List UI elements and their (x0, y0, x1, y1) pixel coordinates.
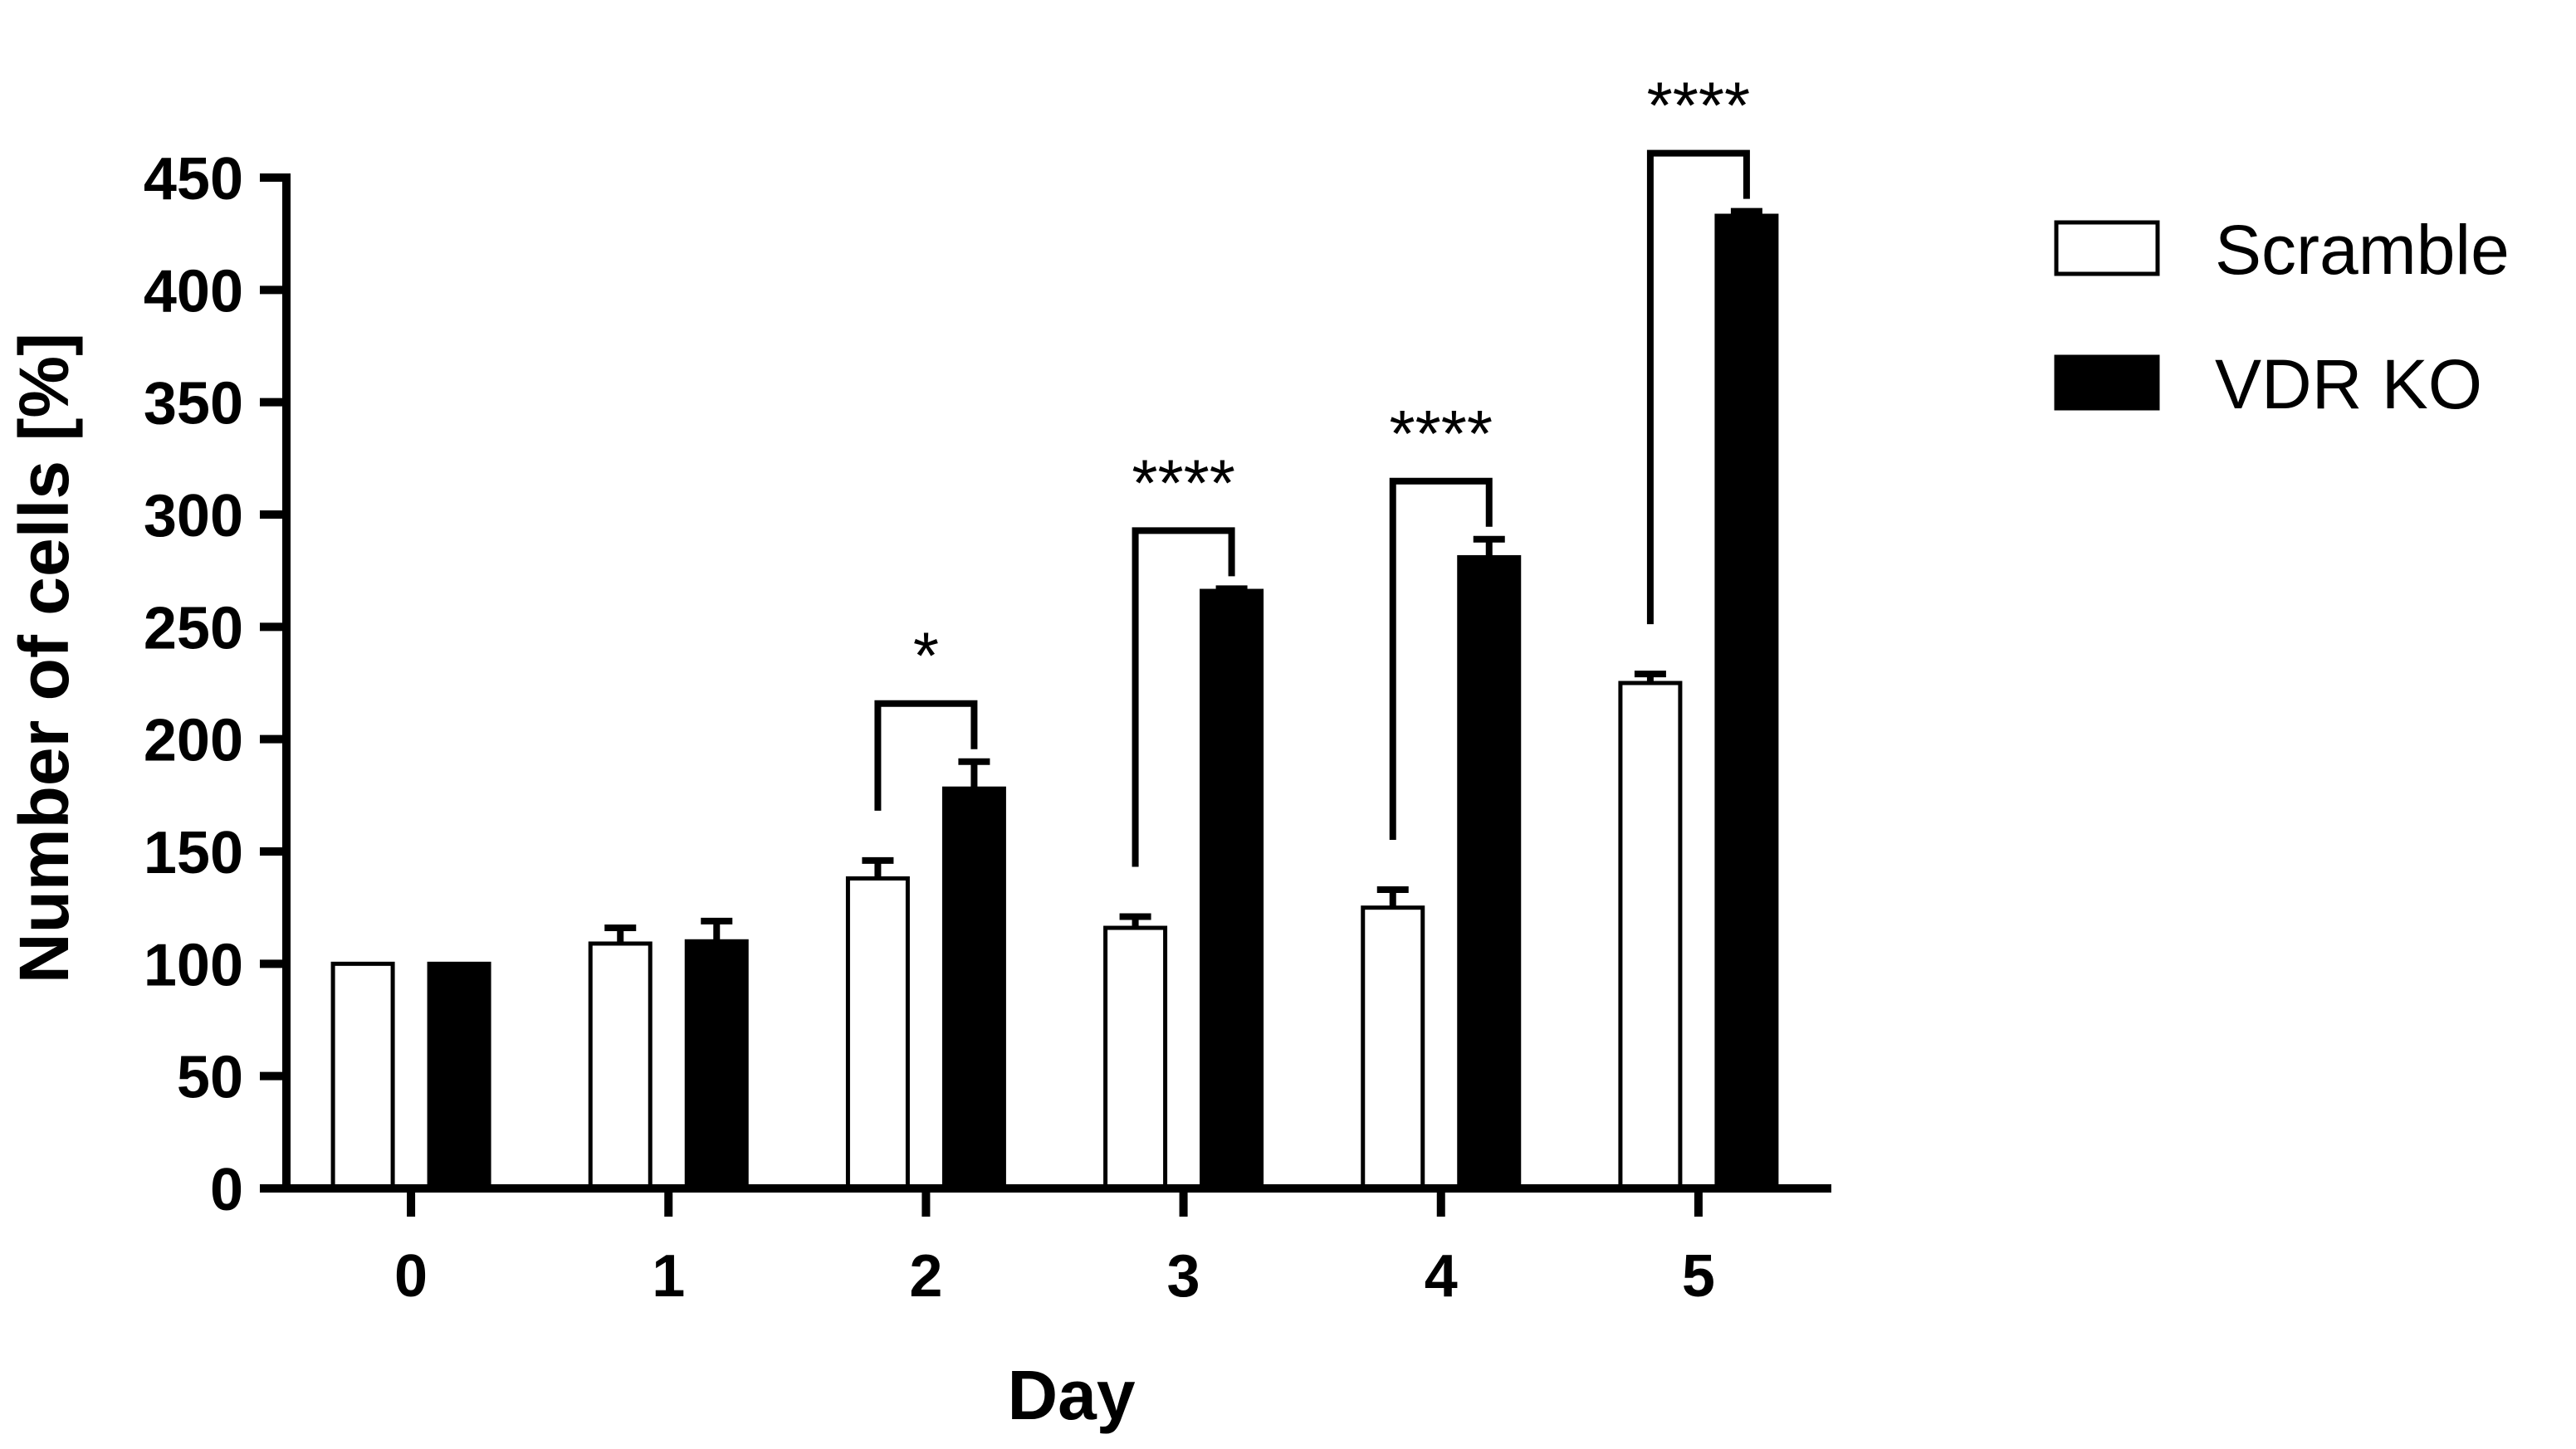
bar-scramble-day-1 (588, 941, 653, 1191)
legend-label-vdr-ko: VDR KO (2215, 345, 2482, 423)
bar-scramble-day-4 (1361, 905, 1425, 1191)
significance-label: * (913, 619, 939, 693)
y-axis-ticks: 0 50 100 150 200 250 300 350 400 450 (144, 146, 286, 1223)
bar-scramble-day-3 (1103, 925, 1168, 1191)
x-tick-label: 5 (1682, 1243, 1715, 1310)
bar-vdr-ko-day-4 (1457, 554, 1522, 1191)
bar-vdr-ko-day-0 (427, 961, 491, 1191)
significance-label: **** (1647, 69, 1751, 143)
y-tick-label: 400 (144, 258, 243, 324)
x-axis-ticks: 0 1 2 3 4 5 (394, 1188, 1715, 1310)
x-tick-label: 3 (1167, 1243, 1200, 1310)
x-tick-label: 0 (394, 1243, 428, 1310)
x-tick-label: 1 (652, 1243, 685, 1310)
y-axis-title: Number of cells [%] (5, 333, 83, 983)
bar-vdr-ko-day-3 (1200, 588, 1264, 1191)
x-axis-title: Day (1007, 1356, 1135, 1434)
y-tick-label: 150 (144, 820, 243, 886)
y-tick-label: 200 (144, 708, 243, 774)
significance-bracket (1132, 527, 1235, 867)
y-tick-label: 50 (177, 1045, 243, 1111)
legend-swatch-vdr-ko (2054, 354, 2160, 411)
x-tick-label: 4 (1425, 1243, 1458, 1310)
bars (330, 213, 1779, 1191)
significance-bracket (874, 700, 978, 811)
significance-bracket (1646, 149, 1750, 625)
legend-swatch-scramble (2054, 220, 2160, 276)
bar-vdr-ko-day-5 (1714, 213, 1779, 1191)
significance-label: **** (1132, 446, 1235, 520)
bar-vdr-ko-day-1 (684, 939, 749, 1191)
significance-bracket (1389, 477, 1493, 841)
y-tick-label: 300 (144, 483, 243, 549)
bar-vdr-ko-day-2 (941, 786, 1006, 1191)
bar-scramble-day-0 (330, 961, 395, 1191)
error-bars (604, 207, 1762, 944)
significance-label: **** (1389, 397, 1493, 471)
x-tick-label: 2 (909, 1243, 942, 1310)
significance-brackets: ************* (874, 69, 1751, 867)
y-tick-label: 450 (144, 146, 243, 212)
legend-label-scramble: Scramble (2215, 211, 2510, 289)
bar-scramble-day-5 (1618, 681, 1683, 1191)
y-tick-label: 350 (144, 371, 243, 437)
y-tick-label: 0 (210, 1157, 243, 1223)
bar-scramble-day-2 (845, 876, 910, 1191)
y-tick-label: 250 (144, 595, 243, 661)
legend: Scramble VDR KO (2054, 211, 2510, 423)
y-tick-label: 100 (144, 932, 243, 998)
